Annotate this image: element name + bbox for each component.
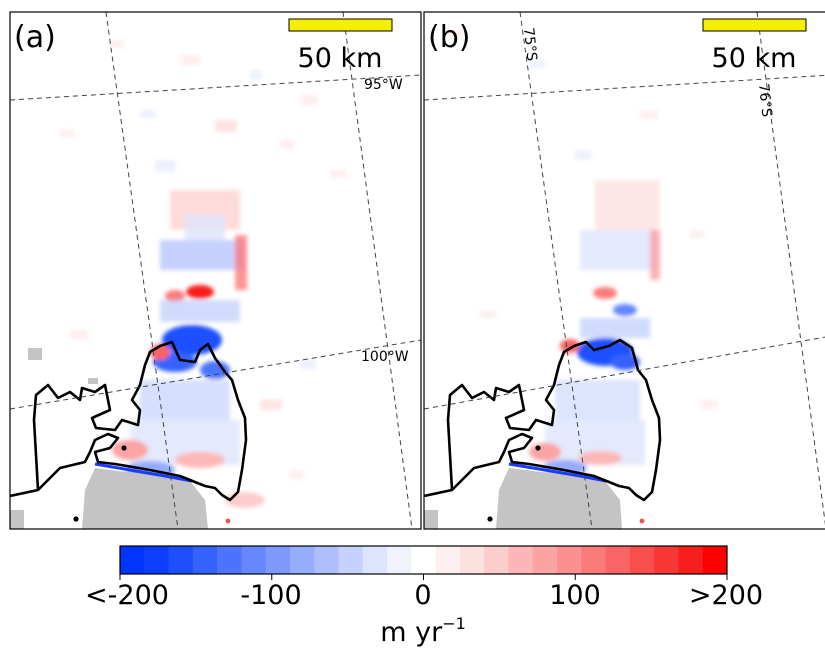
colorbar-cell xyxy=(557,546,582,574)
graticule-label-100w: 100°W xyxy=(361,349,409,365)
colorbar-tick-marks xyxy=(119,574,728,580)
grounding-line xyxy=(424,338,662,502)
colorbar-cell xyxy=(144,546,170,574)
colorbar-unit: m yr−1 xyxy=(380,614,466,648)
panel-a-frame xyxy=(9,11,422,530)
colorbar-cell xyxy=(314,546,340,574)
colorbar-cell xyxy=(362,546,388,574)
graticule-label-95w: 95°W xyxy=(364,77,403,93)
grounding-line xyxy=(10,340,248,502)
velocity-speckle-field xyxy=(450,30,718,409)
colorbar-cell xyxy=(241,546,267,574)
colorbar-tick-label: >200 xyxy=(689,580,763,611)
colorbar-cell xyxy=(120,546,145,574)
ice-front xyxy=(508,462,607,483)
panel-label: (b) xyxy=(428,20,470,55)
graticule xyxy=(10,12,421,529)
colorbar-tick-label: 100 xyxy=(549,580,601,611)
colorbar-cell xyxy=(217,546,242,574)
colorbar-cell xyxy=(338,546,364,574)
scale-bar-label: 50 km xyxy=(712,43,797,74)
colorbar-cell xyxy=(678,546,704,574)
graticule-label-76s: 76°S xyxy=(755,83,774,118)
colorbar-cell xyxy=(654,546,679,574)
panel-a: (a) 50 km 95°W 100°W xyxy=(9,11,422,530)
colorbar-cell xyxy=(581,546,607,574)
colorbar-unit-exponent: −1 xyxy=(442,614,466,633)
graticule-label-75s: 75°S xyxy=(520,27,539,62)
colorbar-cell xyxy=(289,546,315,574)
velocity-speckle-field xyxy=(60,40,346,479)
panel-label: (a) xyxy=(14,20,56,55)
colorbar-cell xyxy=(629,546,655,574)
colorbar-tick-label: -100 xyxy=(240,580,301,611)
colorbar-cell xyxy=(192,546,218,574)
colorbar-cell xyxy=(435,546,461,574)
colorbar-cell xyxy=(387,546,412,574)
colorbar-cell xyxy=(508,546,534,574)
ice-front xyxy=(94,462,193,483)
colorbar-cell xyxy=(459,546,485,574)
colorbar-unit-prefix: m yr xyxy=(380,617,443,648)
colorbar-tick-label: <-200 xyxy=(85,580,169,611)
panel-b-frame xyxy=(423,11,825,530)
colorbar-cell xyxy=(411,546,437,574)
panel-b: (b) 50 km 75°S 76°S xyxy=(423,11,825,530)
colorbar-cell xyxy=(168,546,194,574)
colorbar-cell xyxy=(702,546,728,574)
scale-bar-label: 50 km xyxy=(298,43,383,74)
velocity-anomaly-field xyxy=(112,190,265,508)
colorbar-tick-label: 0 xyxy=(414,580,431,611)
colorbar-cell xyxy=(532,546,558,574)
colorbar-cell xyxy=(484,546,509,574)
graticule xyxy=(424,12,825,529)
colorbar-cell xyxy=(605,546,631,574)
rock-mask xyxy=(424,468,622,529)
colorbar-cell xyxy=(265,546,291,574)
scale-bar xyxy=(702,18,807,32)
rock-mask xyxy=(10,348,208,529)
colorbar-cells xyxy=(120,546,728,574)
scale-bar xyxy=(288,18,393,32)
colorbar: <-200 -100 0 100 >200 m yr−1 xyxy=(85,545,763,648)
